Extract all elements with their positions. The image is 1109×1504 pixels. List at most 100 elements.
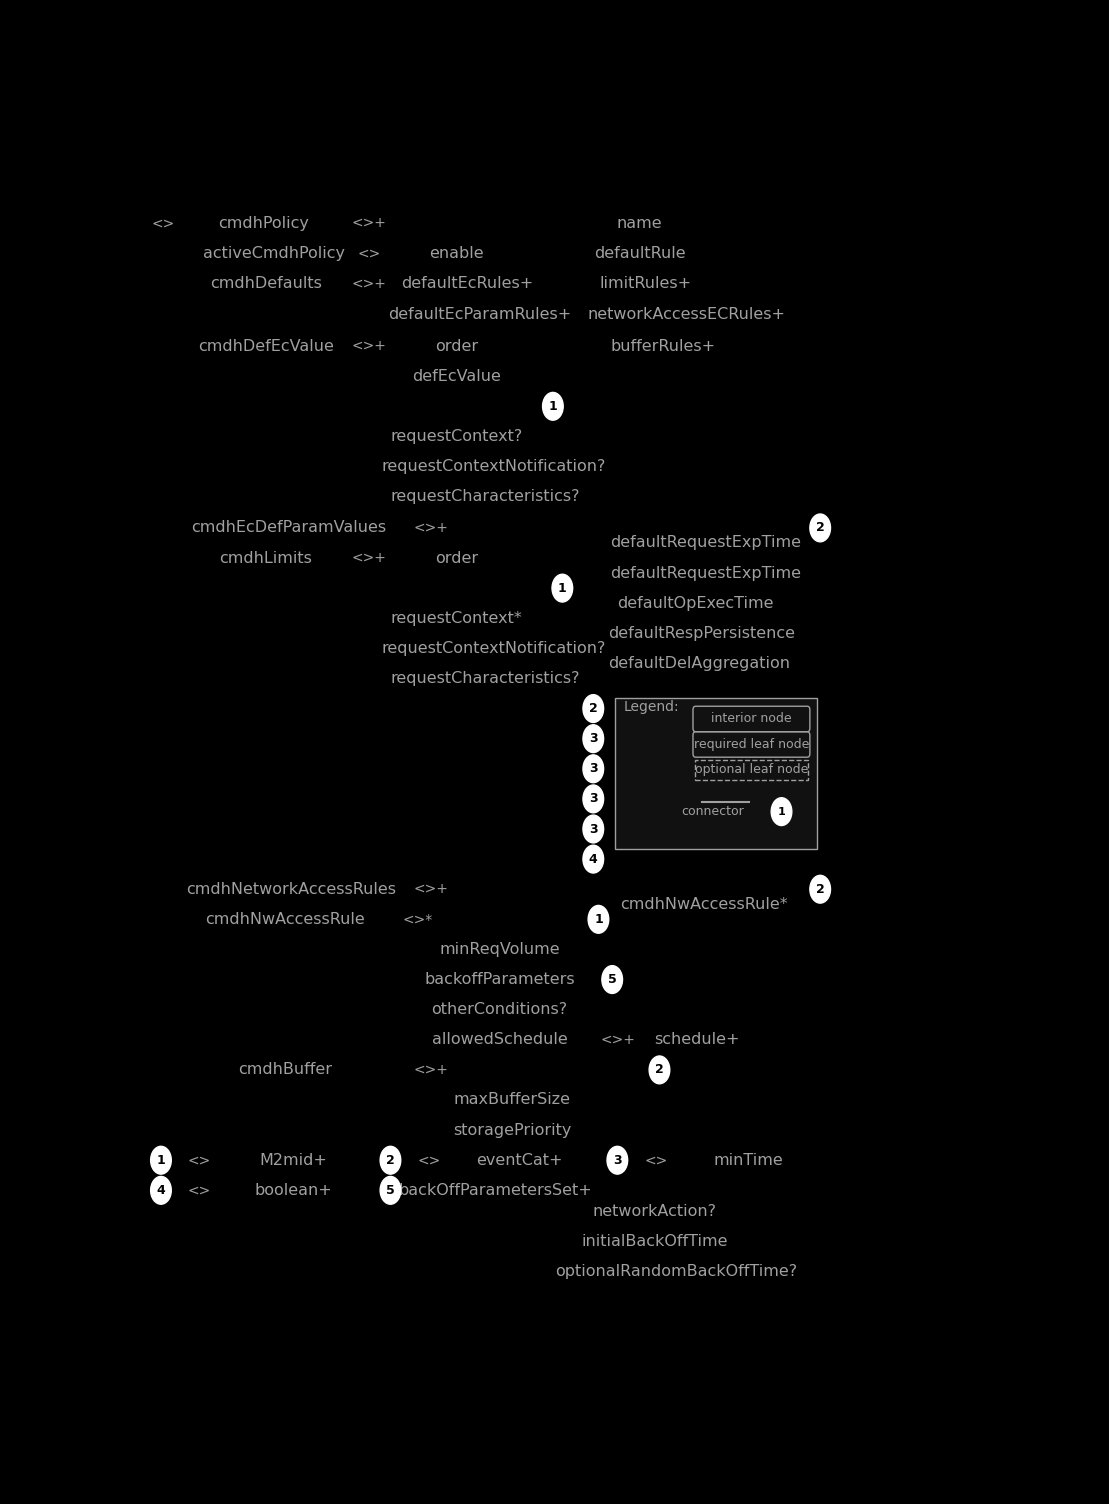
Text: cmdhEcDefParamValues: cmdhEcDefParamValues: [192, 520, 387, 535]
Text: requestContextNotification?: requestContextNotification?: [381, 459, 606, 474]
Text: defEcValue: defEcValue: [413, 368, 501, 384]
Text: cmdhNwAccessRule: cmdhNwAccessRule: [205, 911, 365, 926]
Text: cmdhDefaults: cmdhDefaults: [210, 277, 322, 292]
Circle shape: [602, 966, 622, 994]
Text: boolean+: boolean+: [254, 1182, 333, 1197]
Circle shape: [380, 1146, 400, 1175]
Text: cmdhDefEcValue: cmdhDefEcValue: [197, 338, 334, 353]
Text: <>+: <>+: [414, 883, 448, 896]
Circle shape: [583, 845, 603, 872]
Text: 5: 5: [608, 973, 617, 987]
Text: defaultRequestExpTime: defaultRequestExpTime: [610, 535, 802, 550]
Text: maxBufferSize: maxBufferSize: [454, 1092, 571, 1107]
Text: limitRules+: limitRules+: [600, 277, 692, 292]
Circle shape: [583, 755, 603, 782]
Circle shape: [583, 785, 603, 812]
Text: requestContext?: requestContext?: [390, 429, 522, 444]
Text: defaultRespPersistence: defaultRespPersistence: [608, 626, 795, 641]
Circle shape: [810, 875, 831, 902]
Text: allowedSchedule: allowedSchedule: [431, 1032, 568, 1047]
Text: interior node: interior node: [711, 713, 792, 725]
Text: cmdhPolicy: cmdhPolicy: [217, 217, 308, 230]
Circle shape: [380, 1176, 400, 1205]
Text: minReqVolume: minReqVolume: [439, 942, 560, 957]
Circle shape: [649, 1056, 670, 1084]
Text: optional leaf node: optional leaf node: [694, 764, 808, 776]
Text: 5: 5: [386, 1184, 395, 1197]
Text: <>: <>: [189, 1184, 212, 1197]
Text: <>+: <>+: [352, 277, 386, 290]
Text: Legend:: Legend:: [623, 701, 679, 714]
Circle shape: [583, 725, 603, 752]
Text: M2mid+: M2mid+: [260, 1152, 327, 1167]
Text: cmdhBuffer: cmdhBuffer: [237, 1062, 332, 1077]
Circle shape: [542, 393, 563, 420]
Circle shape: [151, 1176, 171, 1205]
Text: 2: 2: [816, 522, 825, 534]
Text: <>+: <>+: [352, 550, 386, 566]
Text: requestCharacteristics?: requestCharacteristics?: [390, 489, 580, 504]
Text: cmdhNetworkAccessRules: cmdhNetworkAccessRules: [186, 881, 397, 896]
Text: eventCat+: eventCat+: [476, 1152, 562, 1167]
Text: minTime: minTime: [714, 1152, 784, 1167]
Text: storagePriority: storagePriority: [454, 1122, 571, 1137]
Text: defaultDelAggregation: defaultDelAggregation: [608, 656, 790, 671]
Text: defaultRule: defaultRule: [594, 247, 685, 260]
Circle shape: [771, 797, 792, 826]
Text: 3: 3: [589, 823, 598, 836]
Circle shape: [588, 905, 609, 932]
Text: requestContextNotification?: requestContextNotification?: [381, 641, 606, 656]
Text: 3: 3: [613, 1154, 622, 1167]
Text: networkAccessECRules+: networkAccessECRules+: [588, 307, 786, 322]
Text: order: order: [435, 338, 478, 353]
Text: defaultEcRules+: defaultEcRules+: [400, 277, 533, 292]
Text: 2: 2: [816, 883, 825, 896]
Text: <>: <>: [357, 247, 380, 260]
Text: backOffParametersSet+: backOffParametersSet+: [398, 1182, 592, 1197]
Text: defaultOpExecTime: defaultOpExecTime: [618, 596, 774, 611]
Text: 1: 1: [594, 913, 603, 926]
Text: schedule+: schedule+: [654, 1032, 740, 1047]
Circle shape: [607, 1146, 628, 1175]
Text: 2: 2: [589, 702, 598, 714]
Text: name: name: [617, 217, 662, 230]
Text: 3: 3: [589, 732, 598, 744]
Text: <>*: <>*: [403, 913, 434, 926]
Text: <>: <>: [417, 1154, 440, 1167]
Text: <>+: <>+: [352, 217, 386, 230]
Text: 1: 1: [549, 400, 557, 412]
Text: activeCmdhPolicy: activeCmdhPolicy: [203, 247, 345, 260]
Text: initialBackOffTime: initialBackOffTime: [581, 1233, 728, 1248]
Text: 4: 4: [156, 1184, 165, 1197]
Text: <>: <>: [644, 1154, 668, 1167]
Text: 3: 3: [589, 793, 598, 806]
Text: cmdhNwAccessRule*: cmdhNwAccessRule*: [620, 896, 788, 911]
Circle shape: [552, 575, 572, 602]
Circle shape: [151, 1146, 171, 1175]
Text: <>: <>: [151, 217, 174, 230]
Circle shape: [583, 695, 603, 722]
Text: <>+: <>+: [414, 1063, 448, 1077]
Text: bufferRules+: bufferRules+: [610, 338, 715, 353]
Text: enable: enable: [429, 247, 484, 260]
Text: 2: 2: [655, 1063, 664, 1077]
Circle shape: [583, 815, 603, 842]
Text: optionalRandomBackOffTime?: optionalRandomBackOffTime?: [554, 1263, 797, 1278]
Text: <>: <>: [189, 1154, 212, 1167]
Text: requestCharacteristics?: requestCharacteristics?: [390, 671, 580, 686]
Text: networkAction?: networkAction?: [592, 1203, 716, 1218]
Text: <>+: <>+: [414, 520, 448, 535]
Text: 1: 1: [156, 1154, 165, 1167]
Text: 2: 2: [386, 1154, 395, 1167]
Text: <>+: <>+: [601, 1033, 635, 1047]
Text: 1: 1: [558, 582, 567, 594]
Text: 4: 4: [589, 853, 598, 866]
Text: defaultEcParamRules+: defaultEcParamRules+: [388, 307, 571, 322]
Text: otherConditions?: otherConditions?: [431, 1002, 568, 1017]
Text: 3: 3: [589, 763, 598, 775]
Text: requestContext*: requestContext*: [390, 611, 522, 626]
Text: <>+: <>+: [352, 338, 386, 353]
Text: order: order: [435, 550, 478, 566]
Text: cmdhLimits: cmdhLimits: [220, 550, 313, 566]
Circle shape: [810, 514, 831, 541]
